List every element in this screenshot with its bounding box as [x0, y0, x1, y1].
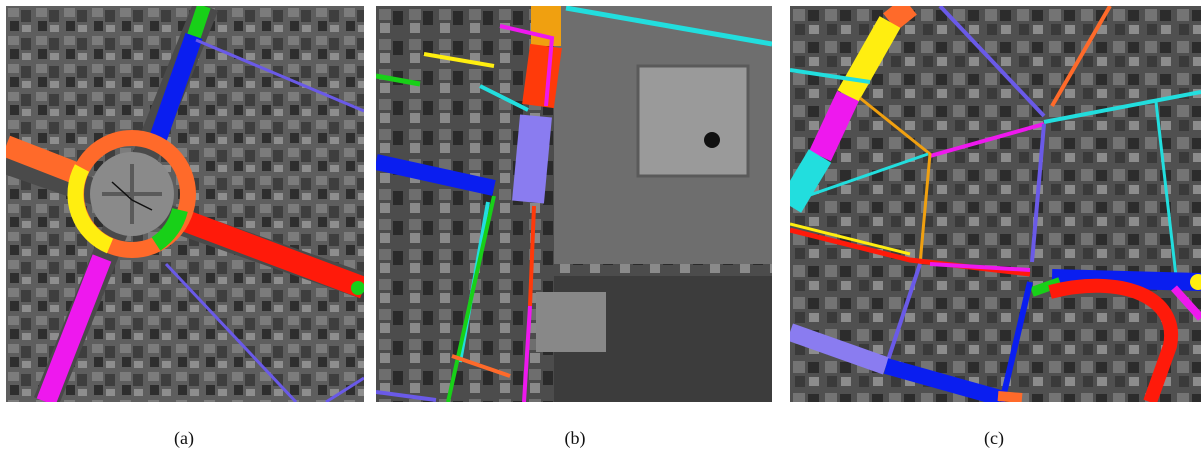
overlay-line-blue — [147, 33, 203, 147]
caption-c: (c) — [984, 428, 1004, 448]
roundabout-ring-green — [151, 207, 188, 251]
overlay-line-blue-bold — [1051, 269, 1201, 291]
overlay-line-magenta-low — [929, 262, 1031, 272]
overlay-line-blue-vertical — [999, 281, 1033, 402]
overlay-line-magenta-down — [522, 305, 532, 402]
overlay-line-orange-down — [528, 205, 536, 307]
overlay-line-blue — [376, 154, 496, 196]
overlay-line-yellow — [423, 52, 495, 68]
overlay-line-orange-top — [883, 6, 917, 31]
overlay-line-lavender — [512, 114, 552, 204]
overlay-line-cyan-top — [565, 6, 772, 47]
overlay-line-magenta-right — [1171, 285, 1201, 321]
overlay-line-purple-bottom — [376, 390, 437, 402]
overlay-line-yellow — [837, 16, 901, 102]
aerial-image-c-canvas — [790, 6, 1201, 402]
overlay-line-magenta — [809, 90, 859, 162]
aerial-image-c — [790, 6, 1201, 402]
overlay-line-yellow-thin — [790, 222, 911, 256]
aerial-image-b — [376, 6, 772, 402]
overlay-line-gold — [859, 96, 932, 265]
overlay-line-orange-bottom — [451, 354, 511, 378]
overlay-line-magenta-top — [499, 24, 555, 107]
overlay-line-magenta-mid — [929, 122, 1045, 158]
caption-b: (b) — [564, 428, 586, 448]
overlay-line-lavender-bottom — [790, 323, 890, 375]
overlay-line-green-left — [376, 73, 421, 87]
overlay-line-cyan-top — [790, 68, 871, 84]
overlay-line-cyan-vertical — [1154, 101, 1178, 277]
aerial-image-a-canvas — [6, 6, 364, 402]
overlay-line-cyan-bold — [790, 149, 832, 213]
overlay-line-blue-bottom — [883, 358, 1003, 402]
roundabout-ring-yellow — [67, 164, 114, 254]
overlay-line-cyan-left — [790, 152, 929, 204]
overlay-line-cyan-right — [1043, 90, 1201, 124]
overlay-line-orange-bottom — [997, 391, 1023, 402]
overlay-line-orange — [522, 43, 562, 109]
overlay-line-purple-right — [325, 376, 364, 402]
overlay-line-orange-diagonal — [1050, 6, 1112, 108]
overlay-line-cyan-mid — [479, 84, 529, 112]
caption-a: (a) — [174, 428, 194, 448]
overlay-line-purple-left — [884, 263, 922, 367]
overlay-line-purple-vertical — [1030, 123, 1046, 263]
overlay-line-green-down — [446, 195, 496, 402]
overlay-line-magenta — [36, 254, 112, 402]
overlay-line-red — [174, 207, 364, 299]
overlay-line-purple-diagonal — [938, 6, 1046, 118]
overlay-line-purple-bottom — [164, 262, 298, 402]
overlay-line-purple-top — [195, 38, 364, 113]
overlay-line-green — [187, 6, 211, 39]
aerial-image-b-canvas — [376, 6, 772, 402]
overlay-line-orange — [6, 135, 82, 185]
aerial-image-a — [6, 6, 364, 402]
overlay-line-red-curve — [1048, 278, 1179, 402]
